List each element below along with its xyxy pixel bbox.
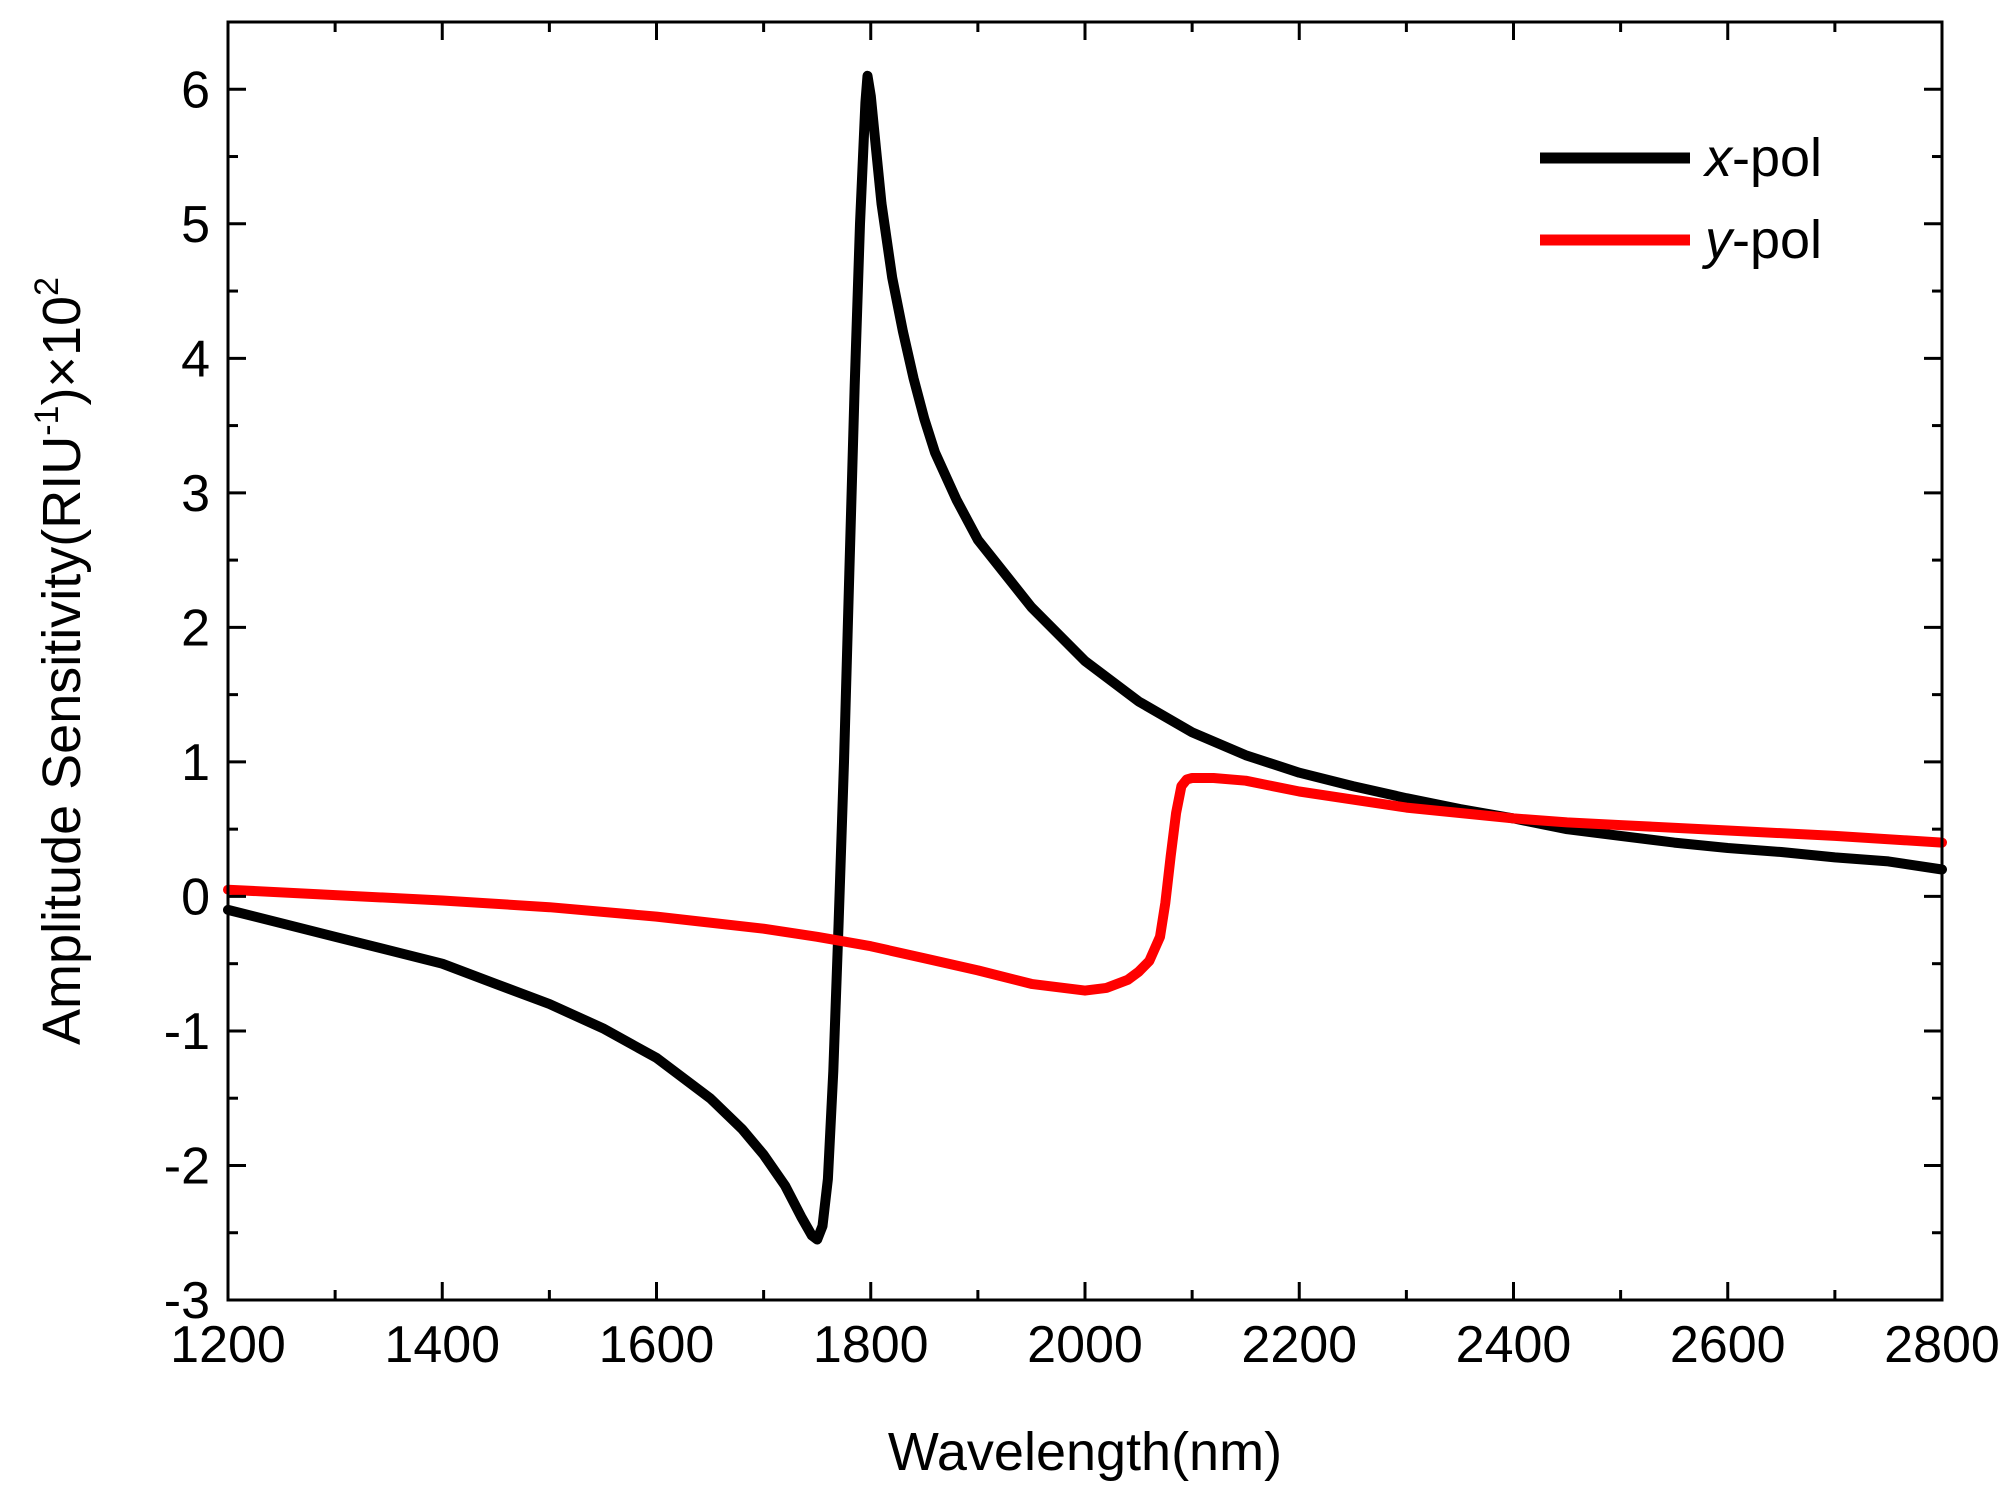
x-tick-label: 2200 — [1241, 1316, 1357, 1374]
x-tick-label: 2000 — [1027, 1316, 1143, 1374]
y-axis-label-sup1: -1 — [28, 406, 66, 436]
x-axis-label: Wavelength(nm) — [888, 1422, 1282, 1482]
y-tick-label: -2 — [164, 1137, 210, 1195]
legend: x-pol y-pol — [1540, 128, 1822, 270]
y-tick-label: 1 — [181, 734, 210, 792]
y-tick-labels: -3 -2 -1 0 1 2 3 4 5 6 — [164, 61, 210, 1330]
x-tick-label: 1400 — [384, 1316, 500, 1374]
x-tick-label: 1600 — [599, 1316, 715, 1374]
legend-label-x-pol-rest: -pol — [1732, 128, 1822, 188]
legend-label-y-pol: y-pol — [1701, 210, 1822, 270]
legend-label-y-pol-rest: -pol — [1732, 210, 1822, 270]
series-line-y-pol — [223, 773, 1947, 996]
x-tick-label: 1800 — [813, 1316, 929, 1374]
x-tick-labels: 1200 1400 1600 1800 2000 2200 2400 2600 2800 — [170, 1316, 2000, 1374]
x-tick-label: 2600 — [1670, 1316, 1786, 1374]
legend-label-x-pol: x-pol — [1702, 128, 1822, 188]
y-tick-label: 6 — [181, 61, 210, 119]
x-tick-label: 2800 — [1884, 1316, 2000, 1374]
y-tick-label: 2 — [181, 599, 210, 657]
y-axis-label-sup2: 2 — [28, 277, 66, 296]
series-layer — [223, 70, 1947, 1245]
x-tick-label: 1200 — [170, 1316, 286, 1374]
y-tick-label: -3 — [164, 1272, 210, 1330]
y-axis-label: Amplitude Sensitivity(RIU-1)×102 — [28, 277, 92, 1045]
legend-label-x-pol-italic: x — [1702, 128, 1734, 188]
y-axis-label-middle: )×10 — [32, 296, 92, 406]
y-tick-label: 4 — [181, 330, 210, 388]
legend-label-y-pol-italic: y — [1701, 210, 1735, 270]
ticks-layer — [226, 20, 1944, 1302]
y-tick-label: 3 — [181, 465, 210, 523]
y-tick-label: 5 — [181, 196, 210, 254]
y-tick-label: 0 — [181, 868, 210, 926]
x-tick-label: 2400 — [1456, 1316, 1572, 1374]
y-axis-label-prefix: Amplitude Sensitivity(RIU — [32, 436, 92, 1045]
y-tick-label: -1 — [164, 1003, 210, 1061]
series-line-x-pol — [223, 70, 1947, 1245]
